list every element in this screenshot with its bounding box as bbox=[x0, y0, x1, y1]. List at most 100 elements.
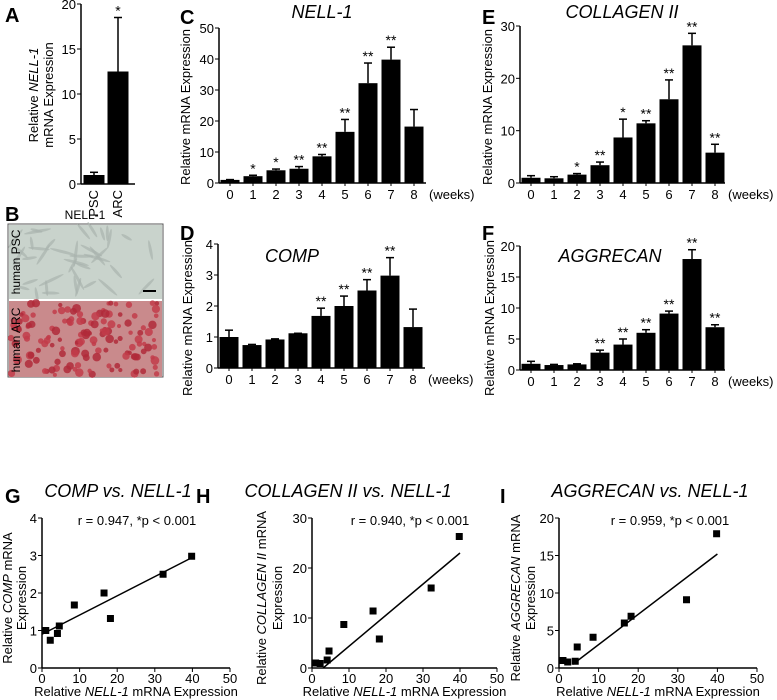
cell bbox=[107, 229, 112, 249]
y-axis-label: Relative AGGRECAN mRNA bbox=[508, 514, 523, 681]
bar bbox=[705, 327, 725, 370]
label-human-arc: human ARC bbox=[9, 307, 23, 372]
stained-nucleus bbox=[114, 362, 121, 369]
stained-nucleus bbox=[76, 311, 84, 318]
stained-nucleus bbox=[134, 335, 143, 344]
cell bbox=[99, 227, 105, 241]
bar bbox=[219, 337, 239, 368]
x-tick-label: PSC bbox=[86, 190, 101, 217]
chart-title: COLLAGEN II vs. NELL-1 bbox=[244, 481, 451, 501]
stained-nucleus bbox=[27, 351, 35, 359]
label-segment: COMP bbox=[0, 574, 15, 613]
label-segment: mRNA Expression bbox=[397, 684, 506, 699]
x-tick-label: 7 bbox=[387, 187, 394, 202]
stained-nucleus bbox=[41, 368, 48, 374]
bar bbox=[83, 175, 105, 184]
stained-nucleus bbox=[27, 300, 35, 308]
panel-letter-h: H bbox=[196, 486, 210, 508]
x-tick-label: 1 bbox=[249, 187, 256, 202]
label-segment: NELL-1 bbox=[353, 684, 397, 699]
x-tick-label: 3 bbox=[294, 372, 301, 387]
x-tick-label: 8 bbox=[711, 187, 718, 202]
stained-nucleus bbox=[153, 313, 159, 319]
y-tick-label: 30 bbox=[200, 83, 214, 98]
y-tick-label: 0 bbox=[300, 661, 307, 676]
bar bbox=[265, 339, 285, 368]
stained-nucleus bbox=[66, 319, 74, 326]
y-tick-label: 1 bbox=[206, 330, 213, 345]
label-segment: mRNA bbox=[0, 532, 15, 574]
chart-title: AGGRECAN vs. NELL-1 bbox=[550, 481, 748, 501]
x-tick-label: 10 bbox=[591, 671, 605, 686]
x-tick-label: 7 bbox=[688, 187, 695, 202]
y-tick-label: 20 bbox=[501, 71, 515, 86]
y-tick-label: 4 bbox=[30, 511, 37, 526]
stained-nucleus bbox=[129, 343, 136, 351]
bar bbox=[613, 137, 633, 183]
stained-nucleus bbox=[151, 344, 158, 350]
x-tick-label: 0 bbox=[225, 372, 232, 387]
x-tick-label: 40 bbox=[710, 671, 724, 686]
panel-letter-f: F bbox=[482, 223, 494, 245]
x-tick-label: 8 bbox=[409, 372, 416, 387]
label-segment: mRNA bbox=[508, 514, 523, 556]
data-point bbox=[53, 630, 61, 637]
cell bbox=[63, 258, 89, 266]
x-tick-label: 50 bbox=[750, 671, 764, 686]
stained-nucleus bbox=[49, 342, 55, 348]
significance-marker: ** bbox=[386, 32, 397, 48]
stained-nucleus bbox=[117, 335, 123, 342]
x-tick-label: 8 bbox=[410, 187, 417, 202]
cell bbox=[14, 246, 28, 258]
stained-nucleus bbox=[8, 369, 16, 378]
label-segment: AGGRECAN bbox=[508, 556, 523, 632]
data-point bbox=[683, 596, 691, 604]
data-point bbox=[325, 647, 333, 655]
data-point bbox=[627, 612, 635, 620]
data-point bbox=[620, 619, 628, 627]
stained-nucleus bbox=[48, 366, 56, 374]
x-axis-unit-label: (weeks) bbox=[429, 187, 475, 202]
stained-nucleus bbox=[77, 337, 85, 346]
data-point bbox=[369, 607, 377, 615]
significance-marker: ** bbox=[363, 48, 374, 64]
chart-title: COLLAGEN II bbox=[565, 2, 678, 22]
x-axis-unit-label: (weeks) bbox=[728, 187, 774, 202]
stained-nucleus bbox=[57, 337, 63, 342]
stained-nucleus bbox=[151, 337, 157, 343]
stained-nucleus bbox=[125, 301, 133, 308]
cell bbox=[49, 248, 76, 256]
x-tick-label: 0 bbox=[555, 671, 562, 686]
stained-nucleus bbox=[58, 302, 63, 308]
data-point bbox=[571, 657, 579, 665]
x-tick-label: 5 bbox=[642, 374, 649, 389]
data-point bbox=[323, 656, 331, 664]
significance-marker: ** bbox=[641, 106, 652, 122]
bar bbox=[220, 179, 240, 183]
stained-nucleus bbox=[16, 318, 23, 325]
x-tick-label: 4 bbox=[317, 372, 324, 387]
cell bbox=[83, 280, 97, 289]
bar bbox=[243, 176, 263, 183]
bar bbox=[521, 177, 541, 183]
stained-nucleus bbox=[52, 309, 57, 315]
x-tick-label: 7 bbox=[688, 374, 695, 389]
stained-nucleus bbox=[60, 346, 65, 351]
x-tick-label: 6 bbox=[665, 187, 672, 202]
x-tick-label: 4 bbox=[619, 374, 626, 389]
x-tick-label: 6 bbox=[363, 372, 370, 387]
x-tick-label: 2 bbox=[573, 187, 580, 202]
data-point bbox=[375, 635, 383, 643]
y-tick-label: 3 bbox=[206, 268, 213, 283]
stained-nucleus bbox=[66, 362, 74, 370]
y-axis-label: Expression bbox=[270, 566, 285, 630]
y-axis-label: Relative COMP mRNA bbox=[0, 532, 15, 664]
chart-title: COMP bbox=[265, 246, 319, 266]
y-tick-label: 0 bbox=[207, 176, 214, 191]
label-segment: Relative mRNA Expression bbox=[180, 240, 195, 396]
stained-nucleus bbox=[103, 347, 109, 353]
label-human-psc: human PSC bbox=[9, 229, 23, 294]
label-segment: Relative bbox=[34, 684, 85, 699]
